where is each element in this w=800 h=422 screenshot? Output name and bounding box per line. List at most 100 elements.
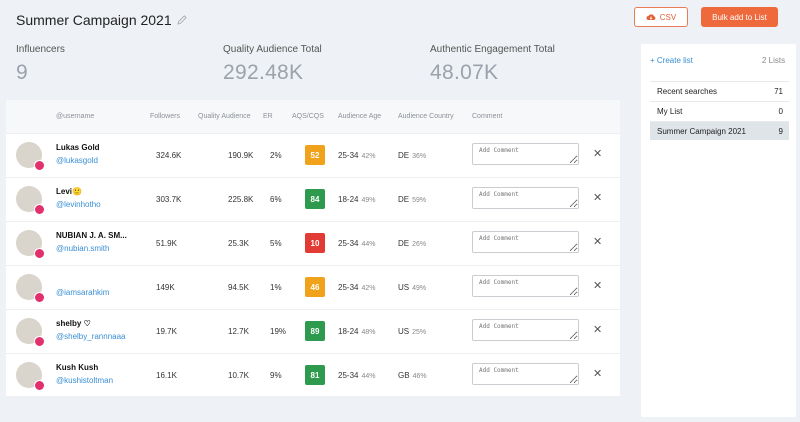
aqs-score-badge: 46 [305, 277, 325, 297]
avatar[interactable] [16, 142, 45, 171]
influencer-handle[interactable]: @kushistoltman [56, 376, 114, 385]
col-quality-audience[interactable]: Quality Audience [198, 113, 251, 120]
table-row[interactable]: shelby ♡ @shelby_rannnaaa 19.7K 12.7K 19… [6, 310, 620, 354]
country-code: US [398, 327, 410, 336]
avatar[interactable] [16, 230, 45, 259]
er-value: 2% [270, 151, 282, 160]
influencer-name[interactable]: Lukas Gold [56, 143, 100, 152]
audience-age: 25-34 44% [338, 371, 375, 380]
instagram-icon [34, 292, 45, 303]
followers-value: 303.7K [156, 195, 182, 204]
influencer-handle[interactable]: @shelby_rannnaaa [56, 332, 126, 341]
table-row[interactable]: NUBIAN J. A. SM... @nubian.smith 51.9K 2… [6, 222, 620, 266]
col-username[interactable]: @username [56, 113, 95, 120]
audience-country: DE 26% [398, 239, 426, 248]
col-audience-country[interactable]: Audience Country [398, 113, 454, 120]
csv-button[interactable]: CSV [634, 7, 688, 27]
influencer-name[interactable]: NUBIAN J. A. SM... [56, 231, 127, 240]
audience-age: 25-34 42% [338, 283, 375, 292]
age-range: 25-34 [338, 371, 359, 380]
comment-input[interactable] [472, 319, 579, 341]
audience-country: US 25% [398, 327, 426, 336]
instagram-icon [34, 248, 45, 259]
cloud-download-icon [646, 14, 656, 20]
create-list-link[interactable]: + Create list [650, 56, 693, 65]
audience-country: GB 46% [398, 371, 427, 380]
comment-input[interactable] [472, 231, 579, 253]
comment-input[interactable] [472, 143, 579, 165]
close-icon[interactable]: ✕ [593, 148, 603, 160]
list-item-label: My List [657, 107, 683, 116]
list-item[interactable]: Recent searches 71 [650, 81, 789, 100]
list-item-count: 9 [778, 127, 783, 136]
close-icon[interactable]: ✕ [593, 324, 603, 336]
er-value: 5% [270, 239, 282, 248]
stat-value: 292.48K [223, 61, 304, 84]
table-row[interactable]: Levi🙂 @levinhotho 303.7K 225.8K 6% 84 18… [6, 178, 620, 222]
aqs-score-badge: 10 [305, 233, 325, 253]
influencer-name[interactable]: Kush Kush [56, 363, 99, 372]
stat-value: 48.07K [430, 61, 499, 84]
close-icon[interactable]: ✕ [593, 368, 603, 380]
country-percent: 36% [412, 153, 427, 160]
pencil-icon[interactable] [176, 14, 188, 26]
age-percent: 49% [361, 197, 376, 204]
er-value: 1% [270, 283, 282, 292]
quality-audience-value: 10.7K [228, 371, 249, 380]
comment-input[interactable] [472, 187, 579, 209]
avatar[interactable] [16, 274, 45, 303]
list-item-label: Summer Campaign 2021 [657, 127, 746, 136]
country-percent: 26% [412, 241, 427, 248]
audience-age: 25-34 42% [338, 151, 375, 160]
age-range: 25-34 [338, 151, 359, 160]
er-value: 19% [270, 327, 287, 336]
influencer-table: @username Followers Quality Audience ER … [6, 100, 620, 398]
influencer-handle[interactable]: @iamsarahkim [56, 288, 110, 297]
age-percent: 42% [361, 153, 376, 160]
close-icon[interactable]: ✕ [593, 236, 603, 248]
stat-influencers: Influencers 9 [16, 44, 65, 85]
list-item[interactable]: My List 0 [650, 101, 789, 120]
stat-label: Influencers [16, 44, 65, 55]
influencer-name[interactable]: Levi🙂 [56, 187, 82, 196]
list-item-count: 71 [774, 87, 783, 96]
close-icon[interactable]: ✕ [593, 280, 603, 292]
instagram-icon [34, 204, 45, 215]
avatar[interactable] [16, 186, 45, 215]
stat-authentic-engagement: Authentic Engagement Total 48.07K [430, 44, 555, 85]
influencer-handle[interactable]: @levinhotho [56, 200, 101, 209]
comment-input[interactable] [472, 363, 579, 385]
col-followers[interactable]: Followers [150, 113, 180, 120]
list-item[interactable]: Summer Campaign 2021 9 [650, 121, 789, 140]
table-row[interactable]: @iamsarahkim 149K 94.5K 1% 46 25-34 42% U… [6, 266, 620, 310]
aqs-score-badge: 81 [305, 365, 325, 385]
col-aqs[interactable]: AQS/CQS [292, 113, 324, 120]
audience-age: 18-24 49% [338, 195, 375, 204]
table-row[interactable]: Lukas Gold @lukasgold 324.6K 190.9K 2% 5… [6, 134, 620, 178]
influencer-handle[interactable]: @nubian.smith [56, 244, 110, 253]
quality-audience-value: 25.3K [228, 239, 249, 248]
table-row[interactable]: Kush Kush @kushistoltman 16.1K 10.7K 9% … [6, 354, 620, 398]
avatar[interactable] [16, 362, 45, 391]
col-comment: Comment [472, 113, 503, 120]
audience-country: DE 59% [398, 195, 426, 204]
close-icon[interactable]: ✕ [593, 192, 603, 204]
quality-audience-value: 225.8K [228, 195, 254, 204]
followers-value: 149K [156, 283, 175, 292]
stats-row: Influencers 9 Quality Audience Total 292… [0, 44, 620, 94]
instagram-icon [34, 336, 45, 347]
bulk-add-button[interactable]: Bulk add to List [701, 7, 778, 27]
audience-country: DE 36% [398, 151, 426, 160]
influencer-name[interactable]: shelby ♡ [56, 319, 91, 328]
age-range: 25-34 [338, 239, 359, 248]
audience-age: 18-24 48% [338, 327, 375, 336]
age-percent: 48% [361, 329, 376, 336]
col-er[interactable]: ER [263, 113, 273, 120]
er-value: 9% [270, 371, 282, 380]
stat-label: Quality Audience Total [223, 44, 322, 55]
influencer-handle[interactable]: @lukasgold [56, 156, 98, 165]
avatar[interactable] [16, 318, 45, 347]
comment-input[interactable] [472, 275, 579, 297]
col-audience-age[interactable]: Audience Age [338, 113, 382, 120]
audience-country: US 49% [398, 283, 426, 292]
